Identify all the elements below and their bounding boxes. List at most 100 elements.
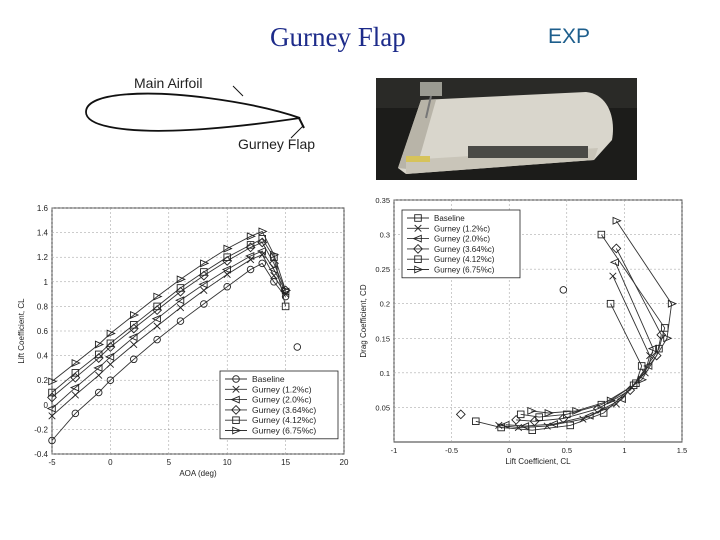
data-point [663,334,673,343]
page-title: Gurney Flap [270,22,406,52]
data-point [106,329,116,338]
lift-coefficient-chart: -5 0 5 10 15 20 -0.4 -0.2 0 0.2 0.4 0.6 0.8 1 1.2 1.4 1.… [17,204,349,478]
data-point [667,299,678,308]
data-point [609,272,617,280]
data-point [268,258,279,269]
data-point [46,404,56,413]
data-point [95,371,103,379]
legend-entry: Gurney (3.64%c) [434,245,495,254]
series-line [51,250,286,409]
data-point [94,350,103,359]
data-point [153,292,163,301]
y-axis-label: Drag Coefficient, CD [359,284,368,357]
wing-model-photo [376,78,637,180]
legend-marker [232,426,242,435]
series-2 [500,258,657,431]
data-point [153,302,161,311]
exp-label: EXP [548,25,591,48]
legend-entry: Gurney (4.12%c) [252,415,316,425]
data-point [497,423,505,432]
gurney-flap-pointer [290,125,304,139]
x-tick-label: -1 [391,446,398,455]
data-point [519,422,530,431]
data-point [48,412,56,420]
y-tick-label: 0.35 [375,196,390,205]
main-airfoil-shape [85,92,301,132]
y-axis-label: Lift Coefficient, CL [17,298,26,364]
x-tick-label: -5 [48,458,56,467]
legend-entry: Gurney (2.0%c) [252,395,312,405]
data-point [246,241,255,249]
data-point [637,375,648,384]
data-point [629,381,638,390]
series-line [51,262,286,441]
data-point [245,251,255,260]
data-point [153,335,161,344]
gurney-flap-label: Gurney Flap [238,136,315,152]
x-tick-label: 1.5 [677,446,687,455]
y-tick-label: -0.2 [34,425,48,434]
data-point [472,417,480,426]
data-point [223,244,233,253]
series-2 [46,247,290,413]
x-tick-label: 20 [340,458,349,467]
y-tick-label: 0 [44,401,49,410]
data-point [611,243,622,254]
data-point [93,363,103,372]
airfoil-sketch: Main Airfoil Gurney Flap [85,75,315,152]
data-point [175,296,185,305]
data-point [71,358,81,367]
data-point [606,396,617,405]
series-line [51,238,287,393]
data-point [176,317,185,325]
y-tick-label: 1.6 [37,204,49,213]
data-point [153,322,161,330]
data-point [516,410,525,419]
x-tick-label: -0.5 [445,446,458,455]
y-tick-label: 1.2 [37,253,49,262]
x-tick-label: 0.5 [562,446,572,455]
y-tick-label: 1.4 [37,229,49,238]
data-point [94,340,105,349]
data-point [106,376,115,384]
legend-marker [230,395,240,404]
data-point [69,383,80,392]
y-tick-label: 0.2 [380,300,390,309]
legend-marker [414,255,422,263]
series-5 [48,227,292,386]
data-point [559,286,568,294]
data-point [529,416,540,427]
data-point [106,360,115,368]
y-tick-label: 1 [44,278,49,287]
y-tick-label: -0.4 [34,450,48,459]
legend-marker [232,416,240,424]
legend-marker [414,224,422,232]
data-point [647,344,657,353]
data-point [258,259,266,268]
data-point [563,410,571,419]
data-point [71,369,80,377]
y-tick-label: 0.1 [380,369,390,378]
main-airfoil-pointer [232,85,244,97]
y-tick-label: 0.25 [375,265,390,274]
series-line [505,262,654,427]
legend-marker [414,214,422,222]
data-point [270,278,278,286]
data-point [270,250,280,259]
data-point [612,216,622,225]
y-tick-label: 0.4 [37,352,49,361]
data-point [548,420,558,429]
data-point [511,414,522,425]
legend-entry: Baseline [252,374,285,384]
legend-entry: Gurney (1.2%c) [434,224,490,233]
data-point [71,409,80,418]
data-point [200,268,208,276]
y-tick-label: 0.3 [380,231,390,240]
x-axis-label: Lift Coefficient, CL [505,457,571,466]
data-point [544,408,554,417]
data-point [130,311,140,319]
legend-entry: Gurney (6.75%c) [252,426,316,436]
data-point [71,391,79,399]
legend-marker [413,243,423,254]
